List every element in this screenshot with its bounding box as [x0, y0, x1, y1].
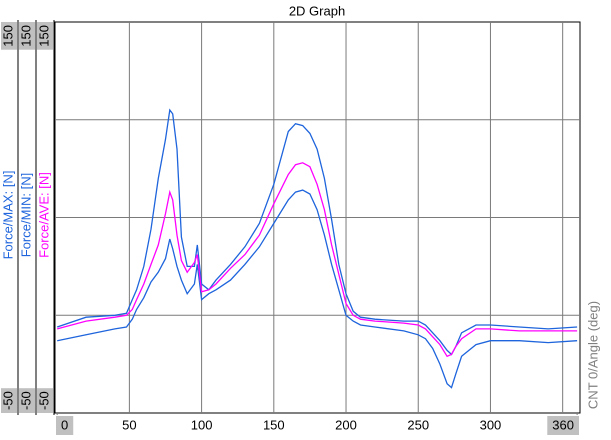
- tick-label-box: [37, 388, 53, 413]
- tick-label-box: [547, 416, 579, 435]
- x-axis-label: CNT 0/Angle (deg): [585, 301, 600, 409]
- x-tick-label: 360: [552, 417, 574, 432]
- series-line: [56, 108, 578, 356]
- y-tick-label: 150: [36, 25, 51, 47]
- tick-label-box: [1, 388, 17, 413]
- x-tick-label: 150: [263, 417, 285, 432]
- y-axis-label: Force/MAX: [N]: [0, 171, 15, 260]
- x-tick-label: 100: [191, 417, 213, 432]
- x-tick-label: 50: [122, 417, 136, 432]
- x-tick-label: 300: [480, 417, 502, 432]
- y-tick-label: -50: [18, 391, 33, 410]
- tick-label-box: [19, 388, 35, 413]
- x-tick-label: 200: [335, 417, 357, 432]
- chart-title: 2D Graph: [289, 3, 345, 18]
- y-tick-label: 150: [0, 25, 15, 47]
- tick-label-box: [37, 22, 53, 50]
- x-tick-label: 0: [61, 417, 68, 432]
- y-tick-label: -50: [36, 391, 51, 410]
- tick-label-box: [1, 22, 17, 50]
- series-line: [57, 162, 578, 358]
- series-line: [57, 189, 578, 389]
- y-tick-label: -50: [0, 391, 15, 410]
- y-tick-label: 150: [18, 25, 33, 47]
- tick-label-box: [19, 22, 35, 50]
- y-axis-label: Force/AVE: [N]: [36, 172, 51, 258]
- y-axis-label: Force/MIN: [N]: [18, 173, 33, 258]
- x-tick-label: 250: [407, 417, 429, 432]
- tick-label-box: [56, 416, 74, 435]
